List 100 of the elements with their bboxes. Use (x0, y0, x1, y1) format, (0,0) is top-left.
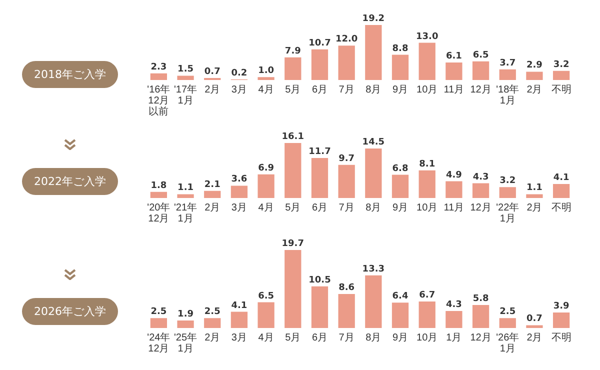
data-label: 19.2 (362, 14, 385, 24)
x-tick-label: 6月 (312, 332, 328, 344)
data-label: 6.7 (419, 290, 436, 300)
data-label: 2.1 (204, 180, 220, 190)
bar (177, 194, 194, 198)
data-label: 3.7 (500, 58, 516, 68)
bar (392, 302, 409, 328)
data-label: 2.5 (204, 307, 220, 318)
bar (392, 54, 409, 80)
data-label: 6.5 (258, 291, 274, 302)
data-label: 3.6 (231, 174, 248, 185)
x-tick-label: 8月 (366, 332, 382, 344)
bar (365, 275, 382, 328)
x-tick-label: 6月 (312, 202, 328, 214)
x-tick-label: 2月 (204, 202, 220, 214)
x-tick-label: 2月 (204, 84, 220, 96)
data-label: 1.5 (178, 64, 194, 75)
x-tick-label: 3月 (231, 332, 247, 344)
x-tick-label: 5月 (285, 202, 301, 214)
x-tick-label: 3月 (231, 84, 247, 96)
x-tick-label: 11月 (444, 202, 464, 214)
x-tick-label: 12月 (470, 84, 492, 96)
x-tick-label: 2月 (526, 332, 542, 344)
x-tick-label: 1月 (446, 332, 462, 344)
x-tick-label: 9月 (392, 332, 408, 344)
bar (177, 320, 194, 328)
data-label: 8.8 (392, 44, 408, 54)
bar (365, 148, 382, 198)
data-label: 2.5 (150, 307, 167, 318)
data-label: 6.1 (446, 52, 462, 62)
bar (499, 318, 516, 328)
bar (338, 294, 355, 328)
bar (499, 187, 516, 198)
x-tick-label: 8月 (366, 84, 382, 96)
bar (392, 174, 409, 198)
x-tick-label: 9月 (392, 84, 408, 96)
x-tick-label: 10月 (416, 202, 438, 214)
data-label: 9.7 (338, 154, 355, 164)
data-label: 14.5 (362, 137, 385, 148)
bar (418, 301, 436, 328)
bar (418, 42, 436, 80)
bar (446, 310, 462, 328)
x-tick-label: '22年1月 (496, 202, 520, 224)
bar (258, 174, 274, 198)
bar (526, 194, 543, 198)
x-tick-label: '26年1月 (496, 332, 520, 354)
x-tick-label: 5月 (285, 332, 301, 344)
bar (472, 305, 490, 328)
data-label: 6.8 (392, 164, 408, 174)
bar (150, 192, 168, 198)
data-label: 1.0 (258, 66, 274, 76)
data-label: 2.3 (150, 62, 167, 72)
bar (258, 302, 274, 328)
data-label: 13.3 (362, 264, 385, 274)
bar (204, 318, 221, 328)
data-label: 5.8 (472, 294, 489, 304)
x-tick-label: 10月 (416, 84, 438, 96)
bar (446, 181, 462, 198)
bar (284, 143, 302, 198)
bar (150, 73, 168, 80)
data-label: 6.9 (258, 163, 274, 174)
bar (552, 70, 570, 80)
bar (526, 325, 543, 328)
bar (204, 190, 221, 198)
x-tick-label: 6月 (312, 84, 328, 96)
data-label: 13.0 (416, 32, 438, 42)
data-label: 3.2 (500, 176, 516, 186)
bar (311, 286, 328, 328)
x-tick-label: 12月 (470, 202, 492, 214)
bar (311, 158, 328, 198)
data-label: 3.9 (553, 302, 570, 312)
x-tick-label: 不明 (551, 332, 572, 344)
data-label: 1.1 (178, 183, 194, 194)
bar (338, 164, 355, 198)
bar (365, 25, 382, 80)
x-tick-label: '17年1月 (174, 84, 198, 106)
data-label: 6.4 (392, 292, 408, 302)
bar (526, 72, 543, 80)
x-tick-label: 不明 (551, 202, 572, 214)
x-tick-label: 12月 (470, 332, 492, 344)
x-tick-label: 2月 (204, 332, 220, 344)
x-tick-label: 4月 (258, 84, 274, 96)
bar (230, 312, 248, 328)
x-tick-label: 5月 (285, 84, 301, 96)
data-label: 12.0 (335, 34, 358, 45)
x-tick-label: '21年1月 (174, 202, 198, 224)
data-label: 4.1 (553, 172, 570, 183)
data-label: 6.5 (472, 50, 489, 60)
data-label: 2.9 (526, 60, 542, 71)
bar (446, 62, 462, 80)
x-tick-label: 7月 (338, 202, 354, 214)
text: 2026年ご入学 (22, 298, 118, 325)
data-label: 0.2 (231, 68, 248, 78)
data-label: 1.8 (150, 180, 167, 191)
x-tick-label: 2月 (526, 202, 542, 214)
data-label: 4.3 (446, 300, 462, 310)
x-tick-label: 8月 (366, 202, 382, 214)
x-tick-label: 4月 (258, 332, 274, 344)
data-label: 1.1 (526, 183, 542, 194)
x-tick-label: '18年1月 (496, 84, 520, 106)
